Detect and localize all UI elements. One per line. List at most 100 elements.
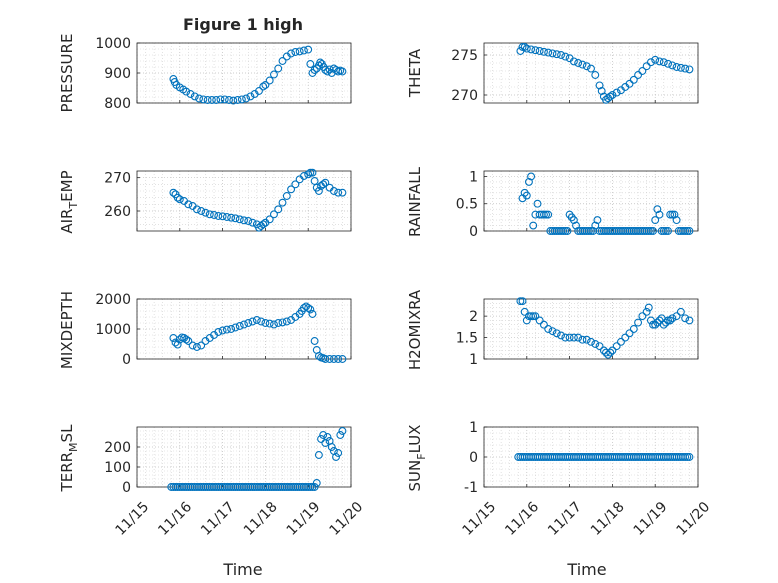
data-point-air-temp <box>248 218 257 227</box>
x-tick-label: 11/17 <box>198 499 238 539</box>
y-tick-label: 1.5 <box>456 331 478 347</box>
data-point-air-temp <box>278 198 287 207</box>
data-point-rainfall <box>668 210 677 219</box>
data-point-h2omixra <box>578 335 587 344</box>
data-point-air-temp <box>308 168 317 177</box>
data-point-mixdepth <box>244 319 253 327</box>
data-point-air-temp <box>259 220 268 229</box>
x-tick-label: 11/19 <box>284 499 324 539</box>
data-point-rainfall <box>681 227 690 235</box>
data-point-h2omixra <box>539 320 548 329</box>
data-point-pressure <box>295 47 304 56</box>
data-point-terr-msl <box>336 431 345 439</box>
data-point-pressure <box>212 96 221 104</box>
data-point-mixdepth <box>184 337 193 345</box>
data-point-mixdepth <box>173 340 182 349</box>
y-tick-label: 1 <box>469 352 478 368</box>
data-point-theta <box>629 75 638 84</box>
data-point-rainfall <box>587 227 595 235</box>
data-point-rainfall <box>649 227 658 235</box>
data-point-pressure <box>291 48 300 56</box>
data-point-theta <box>539 47 548 56</box>
x-tick-label: 11/16 <box>502 499 542 539</box>
ylabel-theta: THETA <box>406 48 424 98</box>
ylabel-terr-msl: TERRMSL <box>58 424 80 493</box>
data-point-air-temp <box>270 210 278 219</box>
data-point-h2omixra <box>544 325 553 333</box>
data-point-air-temp <box>334 188 343 197</box>
x-tick-label: 11/16 <box>155 499 195 539</box>
data-point-pressure <box>207 96 216 104</box>
axes-bg-pressure <box>137 43 351 103</box>
data-point-rainfall <box>524 177 533 186</box>
data-point-theta <box>655 57 664 66</box>
data-point-air-temp <box>321 178 330 187</box>
data-point-rainfall <box>533 199 542 208</box>
data-point-pressure <box>265 76 274 85</box>
data-point-h2omixra <box>591 340 600 348</box>
data-point-mixdepth <box>310 337 319 345</box>
data-point-h2omixra <box>518 297 527 306</box>
data-point-air-temp <box>287 185 296 194</box>
data-point-pressure <box>246 92 255 101</box>
data-point-h2omixra <box>621 333 630 342</box>
data-point-h2omixra <box>659 320 668 329</box>
y-tick-label: 200 <box>104 440 131 456</box>
data-point-rainfall <box>591 221 600 230</box>
data-point-pressure <box>199 95 208 104</box>
data-point-h2omixra <box>569 333 578 342</box>
data-point-theta <box>582 62 591 71</box>
data-point-pressure <box>233 96 242 104</box>
data-point-h2omixra <box>552 329 561 338</box>
data-point-theta <box>672 63 681 71</box>
data-point-air-temp <box>265 215 274 224</box>
data-point-theta <box>518 43 527 51</box>
y-tick-label: 2 <box>469 309 478 325</box>
data-point-pressure <box>274 64 283 73</box>
axes-bg-rainfall <box>484 171 698 231</box>
axes-bg-h2omixra <box>484 299 698 359</box>
data-point-air-temp <box>231 214 240 223</box>
data-point-terr-msl <box>334 449 343 457</box>
data-point-h2omixra <box>520 307 529 316</box>
data-point-theta <box>681 64 690 73</box>
data-point-air-temp <box>169 188 178 197</box>
data-point-h2omixra <box>642 307 651 316</box>
data-point-theta <box>664 59 672 68</box>
y-tick-label: 0.5 <box>456 197 478 213</box>
data-point-h2omixra <box>535 316 544 325</box>
data-point-h2omixra <box>672 312 681 321</box>
data-point-h2omixra <box>574 333 583 342</box>
y-tick-label: 275 <box>451 48 478 64</box>
data-point-pressure <box>190 92 199 101</box>
data-point-h2omixra <box>676 307 685 316</box>
data-point-theta <box>531 46 540 55</box>
data-point-rainfall <box>563 227 572 235</box>
y-tick-label: 1000 <box>95 322 131 338</box>
data-point-air-temp <box>227 213 236 222</box>
data-point-mixdepth <box>334 355 343 363</box>
data-point-h2omixra <box>617 337 625 346</box>
axes-frame-air-temp <box>136 170 352 232</box>
data-point-air-temp <box>235 215 244 224</box>
data-point-terr-msl <box>323 433 332 441</box>
data-point-theta <box>651 55 660 64</box>
data-point-mixdepth <box>252 316 261 324</box>
data-point-rainfall <box>644 227 653 235</box>
data-point-mixdepth <box>338 355 347 363</box>
y-tick-label: 0 <box>122 352 131 368</box>
data-point-pressure <box>229 96 238 105</box>
y-tick-label: 0 <box>469 450 478 466</box>
data-point-pressure <box>242 94 251 103</box>
data-point-air-temp <box>192 205 201 214</box>
data-point-h2omixra <box>638 312 647 321</box>
data-point-h2omixra <box>595 342 604 351</box>
data-point-h2omixra <box>634 318 643 327</box>
data-point-pressure <box>310 66 319 74</box>
data-point-rainfall <box>655 210 664 219</box>
data-point-mixdepth <box>257 317 266 326</box>
data-point-sun-flux <box>681 453 690 461</box>
data-point-h2omixra <box>522 316 531 325</box>
y-tick-label: 900 <box>104 66 131 82</box>
